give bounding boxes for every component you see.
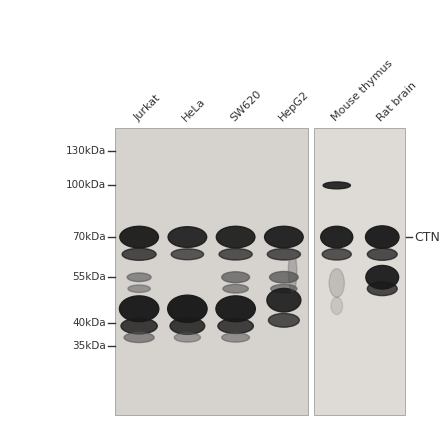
Ellipse shape xyxy=(264,226,303,248)
Ellipse shape xyxy=(367,282,397,295)
Ellipse shape xyxy=(170,318,205,334)
Ellipse shape xyxy=(222,272,249,283)
Ellipse shape xyxy=(288,251,297,292)
Ellipse shape xyxy=(219,249,252,260)
Ellipse shape xyxy=(268,314,299,327)
Ellipse shape xyxy=(120,226,158,248)
Ellipse shape xyxy=(321,226,353,248)
Ellipse shape xyxy=(122,248,156,260)
Ellipse shape xyxy=(216,296,255,322)
Text: 40kDa: 40kDa xyxy=(72,318,106,328)
Ellipse shape xyxy=(331,297,343,314)
Text: Mouse thymus: Mouse thymus xyxy=(330,58,394,123)
Ellipse shape xyxy=(366,226,399,248)
Ellipse shape xyxy=(271,284,297,293)
Text: Rat brain: Rat brain xyxy=(375,80,418,123)
Ellipse shape xyxy=(366,265,399,289)
Ellipse shape xyxy=(119,296,159,322)
Ellipse shape xyxy=(270,272,298,283)
Ellipse shape xyxy=(329,269,345,297)
Ellipse shape xyxy=(322,249,351,260)
Text: SW620: SW620 xyxy=(228,88,264,123)
Text: 55kDa: 55kDa xyxy=(72,272,106,282)
Text: 130kDa: 130kDa xyxy=(66,146,106,156)
Text: 100kDa: 100kDa xyxy=(66,180,106,191)
Text: Jurkat: Jurkat xyxy=(132,93,162,123)
Ellipse shape xyxy=(323,182,350,189)
Ellipse shape xyxy=(168,295,207,322)
Ellipse shape xyxy=(267,249,301,260)
Text: 35kDa: 35kDa xyxy=(72,341,106,351)
Ellipse shape xyxy=(216,226,255,248)
Ellipse shape xyxy=(171,249,204,260)
Ellipse shape xyxy=(223,284,248,293)
Text: 70kDa: 70kDa xyxy=(72,232,106,242)
Ellipse shape xyxy=(218,318,253,333)
Ellipse shape xyxy=(124,333,154,343)
Ellipse shape xyxy=(128,285,150,292)
Text: HepG2: HepG2 xyxy=(277,89,311,123)
Ellipse shape xyxy=(222,333,249,342)
Ellipse shape xyxy=(367,248,397,260)
Ellipse shape xyxy=(168,227,207,247)
Ellipse shape xyxy=(121,318,157,334)
Ellipse shape xyxy=(127,273,151,281)
Ellipse shape xyxy=(174,333,201,342)
Text: HeLa: HeLa xyxy=(180,96,207,123)
Text: CTNNBL1: CTNNBL1 xyxy=(414,231,440,243)
Ellipse shape xyxy=(267,288,301,312)
Bar xyxy=(115,128,308,415)
Bar xyxy=(314,128,405,415)
